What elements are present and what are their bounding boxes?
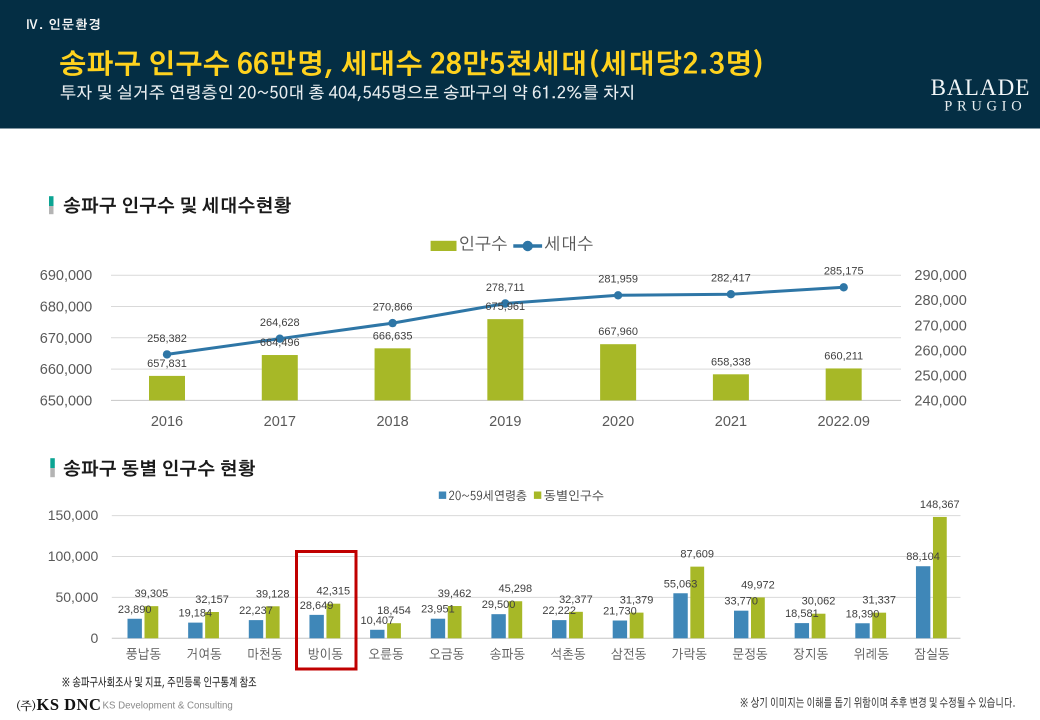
svg-text:19,184: 19,184 (178, 608, 212, 620)
svg-text:285,175: 285,175 (824, 266, 864, 278)
svg-text:39,128: 39,128 (256, 588, 290, 600)
svg-text:660,000: 660,000 (40, 362, 92, 378)
svg-text:55,063: 55,063 (664, 578, 698, 590)
svg-text:22,237: 22,237 (239, 605, 273, 617)
svg-text:690,000: 690,000 (40, 268, 92, 284)
svg-text:31,337: 31,337 (862, 595, 896, 607)
svg-text:18,390: 18,390 (846, 608, 880, 620)
svg-text:28,649: 28,649 (300, 600, 334, 612)
svg-text:2017: 2017 (264, 414, 296, 430)
svg-text:33,770: 33,770 (724, 596, 758, 608)
svg-text:278,711: 278,711 (486, 282, 525, 294)
svg-text:88,104: 88,104 (906, 551, 940, 563)
svg-text:31,379: 31,379 (620, 595, 654, 607)
svg-text:KS DNC: KS DNC (37, 695, 102, 714)
svg-text:42,315: 42,315 (316, 586, 350, 598)
svg-text:18,454: 18,454 (377, 605, 411, 617)
svg-text:150,000: 150,000 (48, 507, 99, 523)
svg-text:2022.09: 2022.09 (817, 414, 869, 430)
svg-text:148,367: 148,367 (920, 499, 960, 511)
svg-text:680,000: 680,000 (40, 300, 92, 316)
svg-text:KS Development & Consulting: KS Development & Consulting (103, 701, 233, 712)
svg-text:260,000: 260,000 (914, 343, 966, 359)
svg-text:240,000: 240,000 (914, 393, 966, 409)
svg-text:29,500: 29,500 (482, 599, 516, 611)
svg-text:290,000: 290,000 (914, 268, 966, 284)
svg-text:250,000: 250,000 (914, 368, 966, 384)
svg-text:658,338: 658,338 (711, 356, 751, 368)
svg-text:50,000: 50,000 (55, 589, 98, 605)
svg-text:670,000: 670,000 (40, 331, 92, 347)
svg-text:675,961: 675,961 (485, 301, 525, 313)
svg-text:281,959: 281,959 (598, 274, 638, 286)
svg-text:49,972: 49,972 (741, 579, 775, 591)
svg-text:PRUGIO: PRUGIO (944, 99, 1026, 115)
svg-text:264,628: 264,628 (260, 317, 300, 329)
svg-text:2021: 2021 (715, 414, 747, 430)
svg-text:22,222: 22,222 (542, 605, 576, 617)
svg-text:23,951: 23,951 (421, 604, 455, 616)
svg-text:39,462: 39,462 (438, 588, 472, 600)
svg-text:666,635: 666,635 (373, 330, 413, 342)
svg-text:280,000: 280,000 (914, 293, 966, 309)
svg-text:660,211: 660,211 (824, 350, 863, 362)
svg-text:282,417: 282,417 (711, 273, 751, 285)
svg-text:2020: 2020 (602, 414, 634, 430)
svg-text:2016: 2016 (151, 414, 183, 430)
svg-text:39,305: 39,305 (135, 588, 169, 600)
svg-text:32,157: 32,157 (195, 594, 229, 606)
svg-text:45,298: 45,298 (498, 583, 532, 595)
svg-text:2018: 2018 (376, 414, 408, 430)
svg-text:21,730: 21,730 (603, 606, 637, 618)
svg-text:BALADE: BALADE (931, 75, 1031, 100)
svg-text:258,382: 258,382 (147, 333, 187, 345)
svg-text:32,377: 32,377 (559, 594, 593, 606)
svg-text:270,866: 270,866 (373, 302, 413, 314)
svg-text:100,000: 100,000 (48, 548, 99, 564)
svg-text:664,496: 664,496 (260, 337, 300, 349)
svg-text:10,407: 10,407 (360, 615, 394, 627)
svg-text:2019: 2019 (489, 414, 521, 430)
svg-text:270,000: 270,000 (914, 318, 966, 334)
svg-text:650,000: 650,000 (40, 393, 92, 409)
svg-text:30,062: 30,062 (802, 596, 836, 608)
svg-text:18,581: 18,581 (785, 608, 819, 620)
svg-text:23,890: 23,890 (118, 604, 152, 616)
svg-text:87,609: 87,609 (680, 549, 714, 561)
svg-text:0: 0 (91, 630, 99, 646)
svg-text:667,960: 667,960 (598, 326, 638, 338)
svg-text:657,831: 657,831 (147, 358, 187, 370)
